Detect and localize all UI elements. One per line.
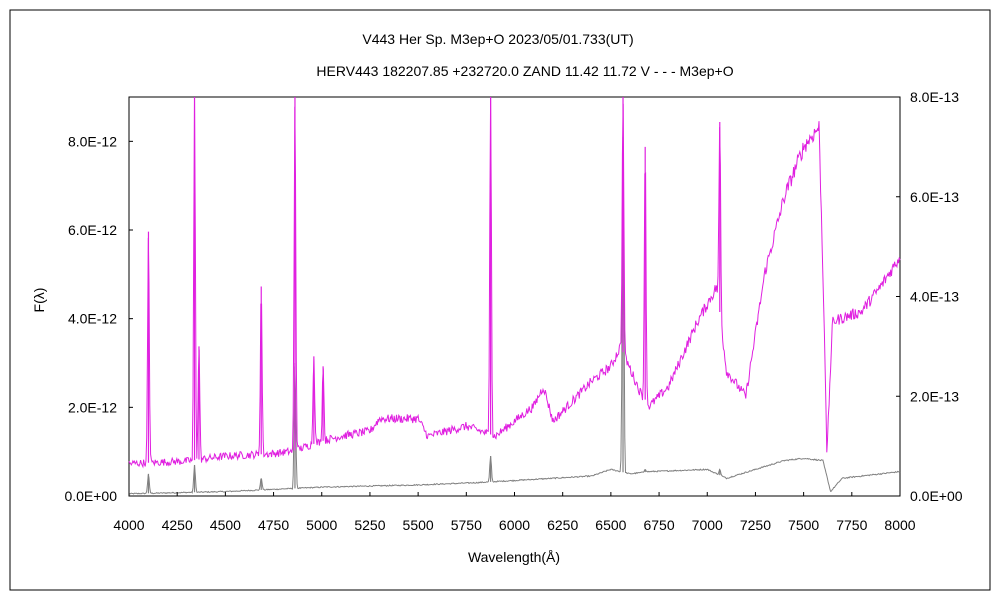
- x-tick-label: 5750: [451, 517, 482, 533]
- x-axis-label: Wavelength(Å): [468, 549, 560, 565]
- x-tick-label: 7750: [836, 517, 867, 533]
- x-tick-label: 6000: [499, 517, 530, 533]
- x-tick-label: 6500: [595, 517, 626, 533]
- y-right-tick-label: 4.0E-13: [910, 289, 959, 305]
- x-tick-label: 7500: [788, 517, 819, 533]
- y-left-tick-label: 8.0E-12: [68, 133, 117, 149]
- x-tick-label: 4250: [162, 517, 193, 533]
- x-tick-label: 7250: [740, 517, 771, 533]
- series-line-left: [128, 146, 901, 495]
- x-tick-label: 4000: [113, 517, 144, 533]
- y-axis-label: F(λ): [31, 288, 47, 313]
- x-tick-label: 5500: [403, 517, 434, 533]
- y-right-tick-label: 2.0E-13: [910, 388, 959, 404]
- y-left-tick-label: 2.0E-12: [68, 399, 117, 415]
- x-tick-label: 4500: [210, 517, 241, 533]
- chart-title-line1: V443 Her Sp. M3ep+O 2023/05/01.733(UT): [362, 31, 633, 47]
- series-layer: [128, 96, 901, 495]
- chart-title-line2: HERV443 182207.85 +232720.0 ZAND 11.42 1…: [316, 63, 733, 79]
- x-tick-label: 7000: [692, 517, 723, 533]
- series-line-right: [128, 96, 901, 469]
- ticks-layer: 4000 4250 4500 4750 5000 5250 5500 5750 6000 6250…: [64, 89, 962, 533]
- y-left-tick-label: 0.0E+00: [64, 488, 117, 504]
- x-tick-label: 5000: [306, 517, 337, 533]
- x-tick-label: 8000: [884, 517, 915, 533]
- y-left-tick-label: 6.0E-12: [68, 222, 117, 238]
- y-right-tick-label: 0.0E+00: [910, 488, 963, 504]
- y-right-tick-label: 6.0E-13: [910, 189, 959, 205]
- x-tick-label: 5250: [354, 517, 385, 533]
- x-tick-label: 4750: [258, 517, 289, 533]
- chart-frame: [9, 9, 991, 591]
- x-tick-label: 6250: [547, 517, 578, 533]
- x-tick-label: 6750: [643, 517, 674, 533]
- y-right-tick-label: 8.0E-13: [910, 89, 959, 105]
- y-left-tick-label: 4.0E-12: [68, 311, 117, 327]
